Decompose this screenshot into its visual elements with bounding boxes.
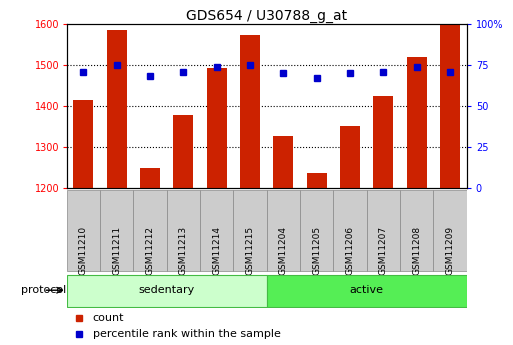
Bar — [67, 275, 267, 307]
Bar — [140, 168, 160, 188]
Text: GSM11212: GSM11212 — [146, 226, 154, 275]
Text: active: active — [350, 285, 384, 295]
Bar — [440, 24, 460, 188]
Text: GSM11208: GSM11208 — [412, 226, 421, 275]
Bar — [173, 115, 193, 188]
Text: percentile rank within the sample: percentile rank within the sample — [93, 329, 281, 339]
Text: GSM11206: GSM11206 — [346, 226, 354, 275]
Text: GSM11213: GSM11213 — [179, 226, 188, 275]
Text: GSM11204: GSM11204 — [279, 226, 288, 275]
Bar — [73, 100, 93, 188]
Text: protocol: protocol — [22, 285, 67, 295]
Bar — [267, 190, 300, 271]
Bar — [307, 174, 327, 188]
Bar — [200, 190, 233, 271]
Bar — [340, 126, 360, 188]
Bar — [407, 57, 427, 188]
Text: GSM11209: GSM11209 — [446, 226, 455, 275]
Title: GDS654 / U30788_g_at: GDS654 / U30788_g_at — [186, 9, 347, 23]
Bar — [333, 190, 367, 271]
Bar — [367, 190, 400, 271]
Bar — [233, 190, 267, 271]
Bar — [373, 96, 393, 188]
Bar — [133, 190, 167, 271]
Bar — [67, 190, 100, 271]
Text: count: count — [93, 313, 124, 323]
Bar — [300, 190, 333, 271]
Bar — [107, 30, 127, 188]
Text: GSM11214: GSM11214 — [212, 226, 221, 275]
Text: GSM11207: GSM11207 — [379, 226, 388, 275]
Text: GSM11215: GSM11215 — [246, 226, 254, 275]
Bar — [240, 35, 260, 188]
Bar — [273, 136, 293, 188]
Bar — [400, 190, 433, 271]
Bar — [167, 190, 200, 271]
Text: GSM11205: GSM11205 — [312, 226, 321, 275]
Text: sedentary: sedentary — [139, 285, 195, 295]
Bar — [267, 275, 467, 307]
Text: GSM11211: GSM11211 — [112, 226, 121, 275]
Bar — [207, 68, 227, 188]
Bar — [433, 190, 467, 271]
Text: GSM11210: GSM11210 — [79, 226, 88, 275]
Bar — [100, 190, 133, 271]
